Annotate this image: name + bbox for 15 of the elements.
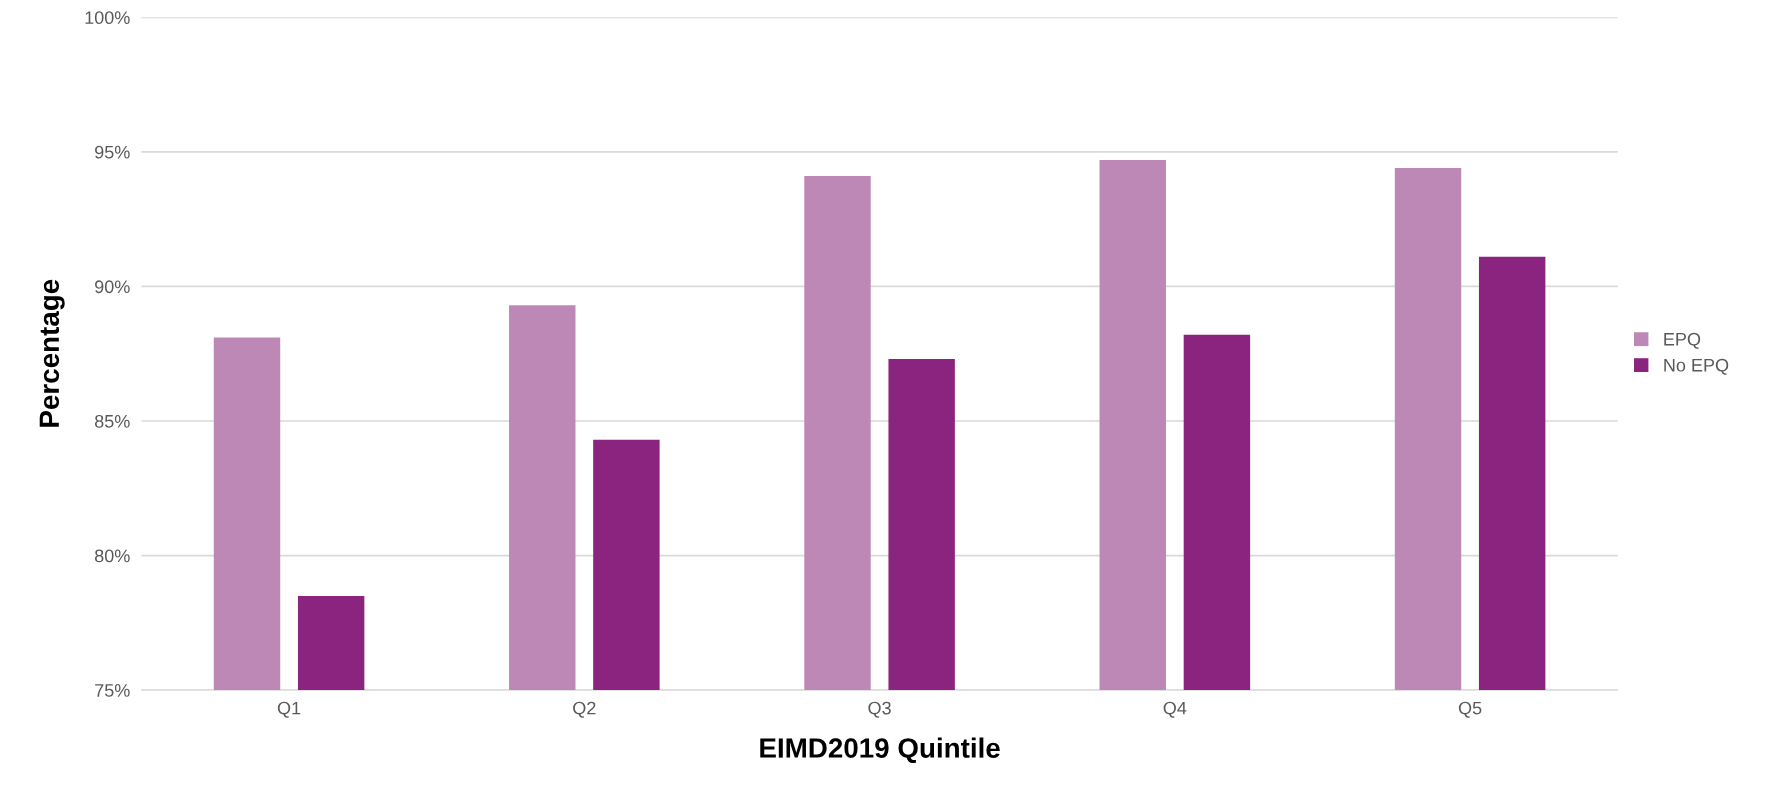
x-axis-title: EIMD2019 Quintile xyxy=(760,737,1000,764)
y-tick-label: 80% xyxy=(94,549,130,563)
y-tick-label: 75% xyxy=(95,684,130,697)
y-tick-label: 95% xyxy=(95,145,130,159)
legend-label: EPQ xyxy=(1664,332,1701,349)
y-axis-title: Percentage xyxy=(39,279,65,427)
x-tick-label: Q5 xyxy=(1458,701,1482,718)
y-tick-label: 85% xyxy=(94,414,130,428)
y-tick-label: 90% xyxy=(95,280,130,294)
x-tick-label: Q1 xyxy=(277,701,301,718)
x-tick-label: Q2 xyxy=(573,701,596,718)
x-tick-label: Q4 xyxy=(1163,701,1187,718)
x-tick-label: Q3 xyxy=(868,701,891,718)
legend-label: No EPQ xyxy=(1664,358,1729,375)
y-tick-label: 100% xyxy=(85,11,130,25)
